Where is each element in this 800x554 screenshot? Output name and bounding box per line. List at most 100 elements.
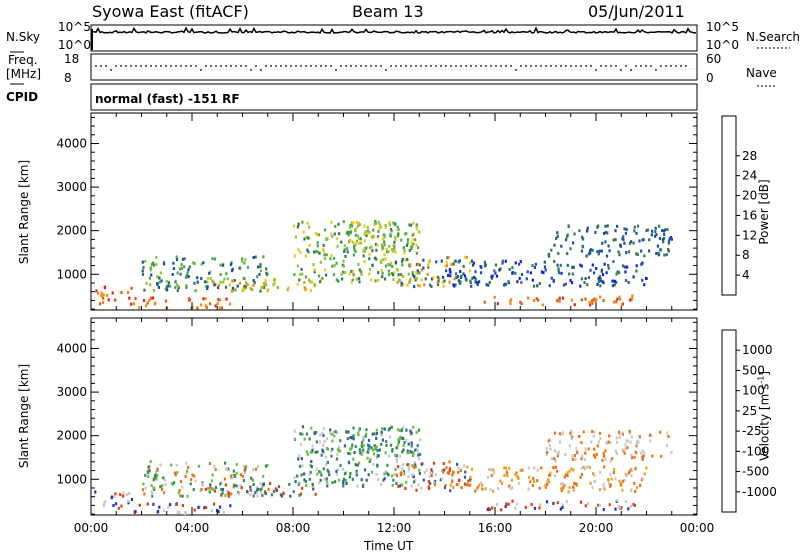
freq-point [675, 65, 677, 67]
heatmap-cell [597, 503, 600, 507]
heatmap-cell [517, 481, 521, 485]
heatmap-cell [318, 251, 321, 255]
freq-point [140, 65, 142, 67]
heatmap-cell [614, 229, 617, 233]
heatmap-cell [357, 431, 360, 435]
noise-tick-bottom: 10^0 [58, 38, 91, 52]
y-tick-label: 4000 [56, 137, 87, 151]
x-tick-label: 04:00 [175, 521, 210, 535]
heatmap-cell [500, 508, 503, 512]
heatmap-cell [351, 443, 354, 447]
heatmap-cell [627, 250, 631, 254]
heatmap-cell [510, 478, 514, 482]
heatmap-cell [589, 251, 592, 255]
heatmap-cell [442, 275, 445, 279]
freq-point [130, 65, 132, 67]
heatmap-cell [557, 268, 560, 272]
heatmap-cell [607, 478, 610, 482]
heatmap-cell [273, 489, 276, 493]
x-tick-label: 00:00 [74, 521, 109, 535]
heatmap-cell [208, 271, 211, 275]
heatmap-cell [447, 255, 450, 259]
heatmap-cell [174, 473, 177, 477]
heatmap-cell [383, 477, 386, 481]
heatmap-cell [593, 480, 597, 483]
heatmap-cell [311, 444, 314, 448]
heatmap-cell [257, 464, 260, 468]
heatmap-cell [566, 471, 569, 475]
heatmap-cell [259, 289, 262, 293]
heatmap-cell [227, 491, 230, 495]
heatmap-cell [329, 257, 332, 261]
heatmap-cell [175, 255, 178, 259]
heatmap-cell [410, 441, 413, 445]
freq-point [600, 65, 602, 67]
heatmap-cell [615, 452, 618, 455]
heatmap-cell [562, 296, 565, 300]
heatmap-cell [321, 431, 324, 435]
heatmap-cell [384, 451, 387, 455]
heatmap-cell [631, 294, 634, 298]
heatmap-cell [181, 494, 184, 498]
heatmap-cell [394, 250, 397, 254]
colorbar-tick-label: 8 [742, 248, 750, 262]
heatmap-cell [355, 277, 358, 281]
heatmap-cell [520, 273, 524, 276]
heatmap-cell [414, 448, 417, 452]
heatmap-cell [300, 457, 303, 461]
heatmap-cell [542, 271, 545, 275]
heatmap-cell [407, 442, 410, 446]
heatmap-cell [221, 491, 224, 495]
heatmap-cell [305, 432, 308, 436]
heatmap-cell [574, 482, 577, 486]
freq-point [485, 65, 487, 67]
heatmap-cell [430, 468, 433, 472]
heatmap-cell [147, 465, 150, 469]
heatmap-cell [181, 485, 184, 489]
heatmap-cell [313, 432, 316, 436]
heatmap-cell [395, 446, 398, 450]
y-tick-label: 2000 [56, 429, 87, 443]
heatmap-cell [582, 237, 585, 241]
heatmap-cell [130, 302, 133, 306]
heatmap-cell [415, 448, 419, 452]
heatmap-cell [640, 262, 643, 266]
heatmap-cell [142, 266, 145, 270]
heatmap-cell [654, 226, 657, 230]
heatmap-cell [665, 444, 669, 447]
heatmap-cell [589, 303, 592, 307]
heatmap-cell [451, 478, 454, 482]
heatmap-cell [327, 470, 330, 474]
freq-point [565, 65, 567, 67]
heatmap-cell [392, 248, 395, 252]
heatmap-cell [509, 302, 512, 305]
heatmap-cell [505, 502, 508, 506]
heatmap-cell [411, 273, 414, 277]
heatmap-cell [559, 263, 562, 267]
heatmap-cell [448, 467, 452, 471]
heatmap-cell [376, 243, 379, 247]
heatmap-cell [389, 263, 392, 267]
heatmap-cell [152, 261, 155, 265]
freq-point [430, 65, 432, 67]
heatmap-cell [572, 488, 575, 492]
colorbar-tick-label: 500 [742, 363, 765, 377]
heatmap-cell [172, 267, 176, 271]
heatmap-cell [626, 474, 629, 477]
heatmap-cell [460, 486, 463, 490]
heatmap-cell [455, 276, 458, 280]
heatmap-cell [263, 490, 267, 494]
heatmap-cell [355, 469, 358, 473]
heatmap-cell [301, 432, 304, 436]
heatmap-cell [459, 280, 462, 284]
heatmap-cell [449, 489, 452, 493]
heatmap-cell [243, 261, 246, 265]
heatmap-cell [422, 478, 425, 482]
heatmap-cell [574, 457, 577, 461]
heatmap-cell [206, 287, 209, 291]
heatmap-cell [159, 463, 162, 467]
heatmap-cell [388, 223, 391, 227]
heatmap-cell [410, 450, 414, 454]
heatmap-cell [276, 286, 280, 290]
heatmap-cell [415, 276, 418, 280]
